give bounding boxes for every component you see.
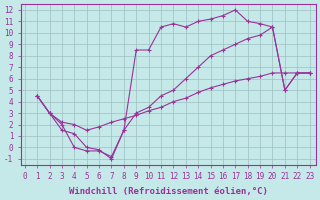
- X-axis label: Windchill (Refroidissement éolien,°C): Windchill (Refroidissement éolien,°C): [69, 187, 268, 196]
